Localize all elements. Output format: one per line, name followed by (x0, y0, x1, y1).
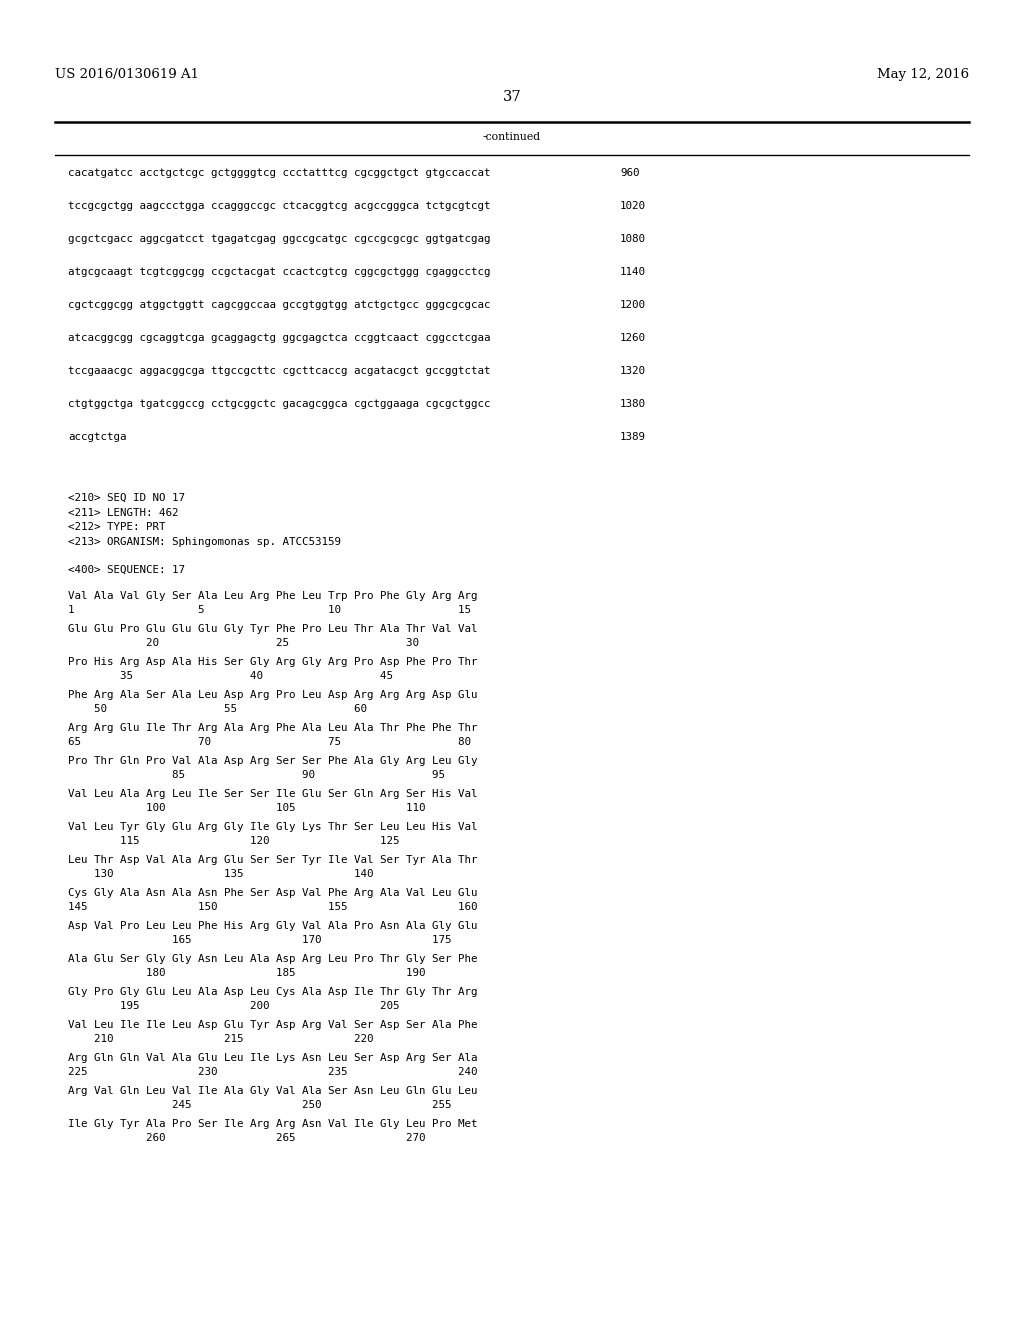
Text: <213> ORGANISM: Sphingomonas sp. ATCC53159: <213> ORGANISM: Sphingomonas sp. ATCC531… (68, 536, 341, 546)
Text: 165                 170                 175: 165 170 175 (68, 935, 452, 945)
Text: 1380: 1380 (620, 399, 646, 409)
Text: <400> SEQUENCE: 17: <400> SEQUENCE: 17 (68, 565, 185, 576)
Text: cacatgatcc acctgctcgc gctggggtcg ccctatttcg cgcggctgct gtgccaccat: cacatgatcc acctgctcgc gctggggtcg ccctatt… (68, 168, 490, 178)
Text: 130                 135                 140: 130 135 140 (68, 869, 374, 879)
Text: 1                   5                   10                  15: 1 5 10 15 (68, 605, 471, 615)
Text: 180                 185                 190: 180 185 190 (68, 968, 426, 978)
Text: Glu Glu Pro Glu Glu Glu Gly Tyr Phe Pro Leu Thr Ala Thr Val Val: Glu Glu Pro Glu Glu Glu Gly Tyr Phe Pro … (68, 624, 477, 634)
Text: 1389: 1389 (620, 432, 646, 442)
Text: Ala Glu Ser Gly Gly Asn Leu Ala Asp Arg Leu Pro Thr Gly Ser Phe: Ala Glu Ser Gly Gly Asn Leu Ala Asp Arg … (68, 954, 477, 964)
Text: Arg Arg Glu Ile Thr Arg Ala Arg Phe Ala Leu Ala Thr Phe Phe Thr: Arg Arg Glu Ile Thr Arg Ala Arg Phe Ala … (68, 723, 477, 733)
Text: Ile Gly Tyr Ala Pro Ser Ile Arg Arg Asn Val Ile Gly Leu Pro Met: Ile Gly Tyr Ala Pro Ser Ile Arg Arg Asn … (68, 1119, 477, 1129)
Text: May 12, 2016: May 12, 2016 (877, 69, 969, 81)
Text: ctgtggctga tgatcggccg cctgcggctc gacagcggca cgctggaaga cgcgctggcc: ctgtggctga tgatcggccg cctgcggctc gacagcg… (68, 399, 490, 409)
Text: cgctcggcgg atggctggtt cagcggccaa gccgtggtgg atctgctgcc gggcgcgcac: cgctcggcgg atggctggtt cagcggccaa gccgtgg… (68, 300, 490, 310)
Text: Gly Pro Gly Glu Leu Ala Asp Leu Cys Ala Asp Ile Thr Gly Thr Arg: Gly Pro Gly Glu Leu Ala Asp Leu Cys Ala … (68, 987, 477, 997)
Text: Pro Thr Gln Pro Val Ala Asp Arg Ser Ser Phe Ala Gly Arg Leu Gly: Pro Thr Gln Pro Val Ala Asp Arg Ser Ser … (68, 756, 477, 766)
Text: 1140: 1140 (620, 267, 646, 277)
Text: 225                 230                 235                 240: 225 230 235 240 (68, 1067, 477, 1077)
Text: Asp Val Pro Leu Leu Phe His Arg Gly Val Ala Pro Asn Ala Gly Glu: Asp Val Pro Leu Leu Phe His Arg Gly Val … (68, 921, 477, 931)
Text: 50                  55                  60: 50 55 60 (68, 704, 367, 714)
Text: 1320: 1320 (620, 366, 646, 376)
Text: Val Ala Val Gly Ser Ala Leu Arg Phe Leu Trp Pro Phe Gly Arg Arg: Val Ala Val Gly Ser Ala Leu Arg Phe Leu … (68, 591, 477, 601)
Text: 20                  25                  30: 20 25 30 (68, 638, 419, 648)
Text: tccgcgctgg aagccctgga ccagggccgc ctcacggtcg acgccgggca tctgcgtcgt: tccgcgctgg aagccctgga ccagggccgc ctcacgg… (68, 201, 490, 211)
Text: Arg Gln Gln Val Ala Glu Leu Ile Lys Asn Leu Ser Asp Arg Ser Ala: Arg Gln Gln Val Ala Glu Leu Ile Lys Asn … (68, 1053, 477, 1063)
Text: 1260: 1260 (620, 333, 646, 343)
Text: Cys Gly Ala Asn Ala Asn Phe Ser Asp Val Phe Arg Ala Val Leu Glu: Cys Gly Ala Asn Ala Asn Phe Ser Asp Val … (68, 888, 477, 898)
Text: 245                 250                 255: 245 250 255 (68, 1100, 452, 1110)
Text: Val Leu Ile Ile Leu Asp Glu Tyr Asp Arg Val Ser Asp Ser Ala Phe: Val Leu Ile Ile Leu Asp Glu Tyr Asp Arg … (68, 1020, 477, 1030)
Text: 35                  40                  45: 35 40 45 (68, 671, 393, 681)
Text: 115                 120                 125: 115 120 125 (68, 836, 399, 846)
Text: 100                 105                 110: 100 105 110 (68, 803, 426, 813)
Text: gcgctcgacc aggcgatcct tgagatcgag ggccgcatgc cgccgcgcgc ggtgatcgag: gcgctcgacc aggcgatcct tgagatcgag ggccgca… (68, 234, 490, 244)
Text: 1020: 1020 (620, 201, 646, 211)
Text: 37: 37 (503, 90, 521, 104)
Text: Leu Thr Asp Val Ala Arg Glu Ser Ser Tyr Ile Val Ser Tyr Ala Thr: Leu Thr Asp Val Ala Arg Glu Ser Ser Tyr … (68, 855, 477, 865)
Text: <212> TYPE: PRT: <212> TYPE: PRT (68, 521, 166, 532)
Text: tccgaaacgc aggacggcga ttgccgcttc cgcttcaccg acgatacgct gccggtctat: tccgaaacgc aggacggcga ttgccgcttc cgcttca… (68, 366, 490, 376)
Text: -continued: -continued (483, 132, 541, 143)
Text: <211> LENGTH: 462: <211> LENGTH: 462 (68, 507, 178, 517)
Text: 145                 150                 155                 160: 145 150 155 160 (68, 902, 477, 912)
Text: Val Leu Ala Arg Leu Ile Ser Ser Ile Glu Ser Gln Arg Ser His Val: Val Leu Ala Arg Leu Ile Ser Ser Ile Glu … (68, 789, 477, 799)
Text: Arg Val Gln Leu Val Ile Ala Gly Val Ala Ser Asn Leu Gln Glu Leu: Arg Val Gln Leu Val Ile Ala Gly Val Ala … (68, 1086, 477, 1096)
Text: Phe Arg Ala Ser Ala Leu Asp Arg Pro Leu Asp Arg Arg Arg Asp Glu: Phe Arg Ala Ser Ala Leu Asp Arg Pro Leu … (68, 690, 477, 700)
Text: 195                 200                 205: 195 200 205 (68, 1001, 399, 1011)
Text: 960: 960 (620, 168, 640, 178)
Text: 85                  90                  95: 85 90 95 (68, 770, 445, 780)
Text: 1200: 1200 (620, 300, 646, 310)
Text: atgcgcaagt tcgtcggcgg ccgctacgat ccactcgtcg cggcgctggg cgaggcctcg: atgcgcaagt tcgtcggcgg ccgctacgat ccactcg… (68, 267, 490, 277)
Text: US 2016/0130619 A1: US 2016/0130619 A1 (55, 69, 199, 81)
Text: 1080: 1080 (620, 234, 646, 244)
Text: atcacggcgg cgcaggtcga gcaggagctg ggcgagctca ccggtcaact cggcctcgaa: atcacggcgg cgcaggtcga gcaggagctg ggcgagc… (68, 333, 490, 343)
Text: <210> SEQ ID NO 17: <210> SEQ ID NO 17 (68, 492, 185, 503)
Text: Pro His Arg Asp Ala His Ser Gly Arg Gly Arg Pro Asp Phe Pro Thr: Pro His Arg Asp Ala His Ser Gly Arg Gly … (68, 657, 477, 667)
Text: 65                  70                  75                  80: 65 70 75 80 (68, 737, 471, 747)
Text: 260                 265                 270: 260 265 270 (68, 1133, 426, 1143)
Text: Val Leu Tyr Gly Glu Arg Gly Ile Gly Lys Thr Ser Leu Leu His Val: Val Leu Tyr Gly Glu Arg Gly Ile Gly Lys … (68, 822, 477, 832)
Text: 210                 215                 220: 210 215 220 (68, 1034, 374, 1044)
Text: accgtctga: accgtctga (68, 432, 127, 442)
